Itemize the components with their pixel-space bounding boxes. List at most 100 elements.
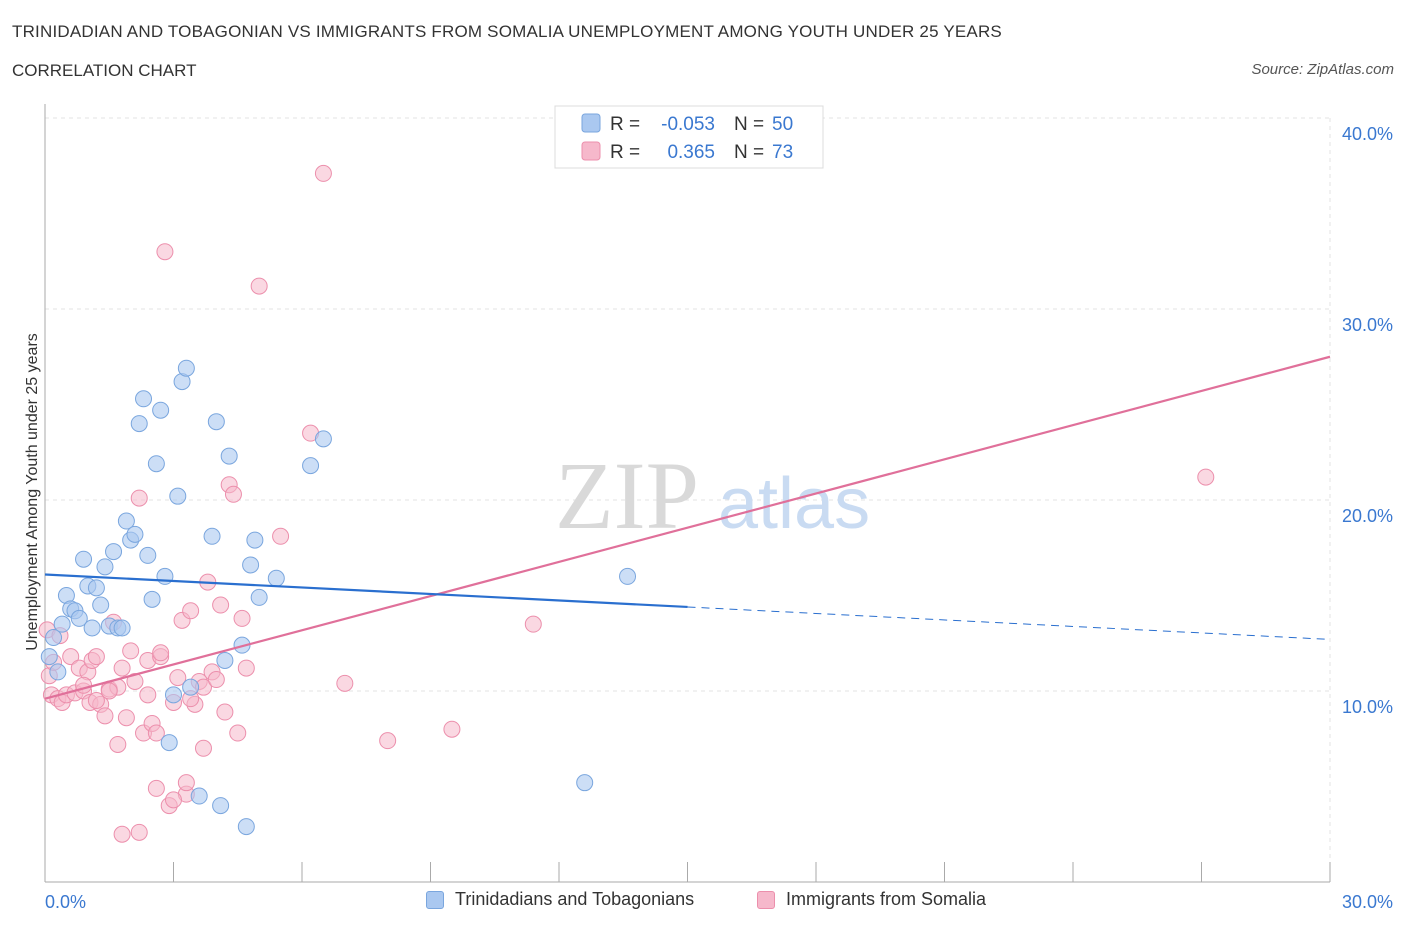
trinidad-point-23	[139, 546, 157, 564]
somalia-point-23	[122, 642, 140, 660]
trinidad-point-44	[250, 588, 268, 606]
trinidad-point-46	[302, 457, 320, 475]
somalia-point-37	[182, 602, 200, 620]
stats-swatch-blue	[581, 113, 601, 133]
somalia-point-66	[194, 739, 212, 757]
stats-legend: R = -0.053 N = 50 R = 0.365 N = 73	[554, 105, 824, 169]
chart-title: TRINIDADIAN AND TOBAGONIAN VS IMMIGRANTS…	[12, 22, 1002, 41]
trinidad-point-1	[45, 629, 63, 647]
trinidad-point-13	[96, 558, 114, 576]
trinidad-point-39	[220, 447, 238, 465]
somalia-point-72	[152, 644, 170, 662]
tick-labels: 10.0% 20.0% 30.0% 40.0% 0.0% 30.0%	[45, 124, 1393, 912]
trinidad-point-21	[130, 415, 148, 433]
somalia-point-52	[272, 527, 290, 545]
somalia-point-70	[100, 682, 118, 700]
somalia-point-61	[130, 823, 148, 841]
somalia-point-67	[139, 686, 157, 704]
trend-lines	[44, 355, 1331, 700]
somalia-point-44	[212, 596, 230, 614]
trinidad-point-8	[75, 550, 93, 568]
trinidad-point-17	[113, 619, 131, 637]
stats-r-label-blue: R =	[610, 114, 640, 135]
legend-item-trinidad[interactable]: Trinidadians and Tobagonians	[426, 889, 694, 910]
somalia-point-58	[524, 615, 542, 633]
legend-item-somalia[interactable]: Immigrants from Somalia	[757, 889, 986, 910]
trinidad-point-18	[117, 512, 135, 530]
somalia-point-68	[87, 692, 105, 710]
stats-swatch-pink	[581, 141, 601, 161]
somalia-point-49	[233, 609, 251, 627]
y-tick-label-1: 20.0%	[1342, 506, 1393, 526]
trinidad-point-34	[190, 787, 208, 805]
trinidad-point-27	[156, 567, 174, 585]
y-axis-label: Unemployment Among Youth under 25 years	[24, 333, 41, 651]
trinidad-point-12	[92, 596, 110, 614]
somalia-point-50	[237, 659, 255, 677]
trinidad-point-2	[49, 663, 67, 681]
trinidad-point-48	[619, 567, 637, 585]
somalia-point-62	[165, 791, 182, 809]
trinidad-point-43	[246, 531, 264, 549]
somalia-point-25	[130, 489, 148, 507]
somalia-point-65	[109, 735, 127, 753]
trend-line-trinidad-extension	[687, 606, 1331, 640]
trinidad-point-37	[212, 797, 230, 815]
somalia-point-8	[62, 648, 80, 666]
y-tick-label-2: 30.0%	[1342, 315, 1393, 335]
somalia-point-60	[113, 825, 131, 843]
legend-label-somalia: Immigrants from Somalia	[786, 889, 987, 909]
legend: Trinidadians and Tobagonians Immigrants …	[0, 889, 1406, 917]
watermark-zip: ZIP	[555, 442, 699, 549]
somalia-point-51	[250, 277, 268, 295]
somalia-point-45	[216, 703, 234, 721]
somalia-point-24	[126, 672, 144, 690]
somalia-point-15	[87, 648, 105, 666]
trinidad-point-32	[177, 359, 195, 377]
trinidad-point-7	[70, 609, 88, 627]
somalia-point-54	[314, 164, 332, 182]
trinidad-point-26	[152, 401, 170, 419]
somalia-point-29	[147, 724, 165, 742]
trend-line-somalia	[44, 355, 1331, 700]
stats-n-label-pink: N =	[734, 142, 764, 163]
trinidad-point-25	[147, 455, 165, 473]
stats-n-label-blue: N =	[734, 114, 764, 135]
stats-r-value-blue: -0.053	[661, 114, 715, 135]
trinidad-point-41	[237, 818, 255, 836]
trinidad-point-38	[216, 651, 234, 669]
trinidad-point-49	[576, 774, 594, 792]
trinidad-point-15	[105, 543, 123, 561]
trinidad-point-0	[40, 648, 58, 666]
trinidad-point-42	[242, 556, 260, 574]
somalia-point-31	[156, 243, 174, 261]
somalia-point-47	[224, 485, 242, 503]
somalia-point-48	[229, 724, 247, 742]
somalia-point-17	[96, 707, 114, 725]
watermark-atlas: atlas	[718, 464, 870, 544]
legend-swatch-blue	[426, 890, 444, 909]
somalia-point-56	[379, 732, 397, 750]
trinidad-point-45	[267, 569, 285, 587]
x-tick-label-0: 0.0%	[45, 892, 86, 912]
stats-n-value-blue: 50	[772, 114, 793, 135]
x-tick-label-1: 30.0%	[1342, 892, 1393, 912]
legend-label-trinidad: Trinidadians and Tobagonians	[455, 889, 695, 909]
series-trinidad-points	[40, 359, 637, 836]
trinidad-point-28	[160, 734, 178, 752]
somalia-point-55	[336, 674, 354, 692]
trinidad-point-20	[126, 525, 144, 543]
trinidad-point-35	[203, 527, 221, 545]
trinidad-point-3	[53, 615, 71, 633]
somalia-point-64	[177, 774, 195, 792]
y-tick-label-3: 40.0%	[1342, 124, 1393, 144]
legend-swatch-pink	[757, 890, 775, 909]
trinidad-point-29	[165, 686, 182, 704]
stats-n-value-pink: 73	[772, 142, 793, 163]
somalia-point-63	[147, 779, 165, 797]
somalia-point-21	[113, 659, 131, 677]
somalia-point-59	[1197, 468, 1215, 486]
trend-line-trinidad	[44, 573, 688, 609]
stats-r-value-pink: 0.365	[667, 142, 715, 163]
trinidad-point-24	[143, 590, 161, 608]
